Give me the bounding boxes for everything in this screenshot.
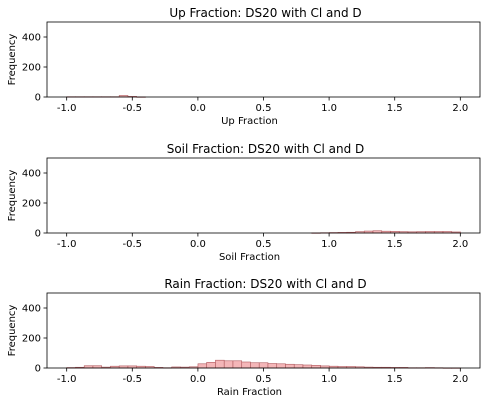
x-tick-label: 0.0 bbox=[190, 239, 206, 250]
histogram-bar bbox=[258, 362, 269, 369]
chart-title: Up Fraction: DS20 with Cl and D bbox=[169, 6, 361, 20]
plot-frame bbox=[46, 292, 481, 369]
histogram-bar bbox=[223, 360, 234, 369]
x-tick-label: 0.5 bbox=[256, 374, 272, 385]
x-tick-label: 1.0 bbox=[321, 103, 337, 114]
histogram-bar bbox=[232, 360, 243, 369]
histogram-bar bbox=[276, 363, 286, 369]
y-tick-label: 200 bbox=[22, 199, 41, 210]
histogram-bar bbox=[267, 363, 278, 369]
x-tick-label: 1.0 bbox=[321, 239, 337, 250]
histogram-bar bbox=[197, 363, 208, 369]
y-tick-label: 400 bbox=[22, 33, 41, 44]
chart-title: Soil Fraction: DS20 with Cl and D bbox=[167, 142, 365, 156]
x-tick-label: 1.5 bbox=[387, 374, 403, 385]
x-tick-label: -0.5 bbox=[123, 239, 143, 250]
x-axis-label: Up Fraction bbox=[221, 116, 278, 127]
y-tick-label: 200 bbox=[22, 63, 41, 74]
histogram-panel-3: -1.0 -0.5 0.0 0.5 1.0 1.5 2.0 0 200 400 Rain Fract… bbox=[7, 277, 481, 398]
chart-title: Rain Fraction: DS20 with Cl and D bbox=[164, 277, 366, 291]
x-tick-label: -0.5 bbox=[123, 374, 143, 385]
x-tick-label: -1.0 bbox=[57, 239, 77, 250]
histogram-bar bbox=[311, 364, 321, 369]
histogram-bar bbox=[250, 362, 260, 369]
histogram-panel-1: -1.0 -0.5 0.0 0.5 1.0 1.5 2.0 0 200 400 Up Fractio… bbox=[7, 6, 481, 127]
x-tick-label: -0.5 bbox=[123, 103, 143, 114]
y-axis-label: Frequency bbox=[7, 34, 18, 86]
x-tick-label: 1.5 bbox=[387, 103, 403, 114]
x-tick-label: -1.0 bbox=[57, 374, 77, 385]
histogram-bar bbox=[285, 363, 295, 369]
x-tick-label: 0.0 bbox=[190, 103, 206, 114]
y-axis-label: Frequency bbox=[7, 170, 18, 222]
plot-frame bbox=[46, 21, 481, 98]
y-tick-label: 0 bbox=[35, 364, 41, 375]
plot-frame bbox=[46, 157, 481, 234]
x-axis-label: Soil Fraction bbox=[219, 252, 280, 263]
histogram-bar bbox=[241, 361, 251, 369]
histogram-bar bbox=[206, 361, 216, 369]
y-axis-label: Frequency bbox=[7, 305, 18, 357]
x-tick-label: -1.0 bbox=[57, 103, 77, 114]
x-tick-label: 2.0 bbox=[452, 103, 468, 114]
histogram-bar bbox=[302, 364, 313, 369]
x-tick-label: 1.0 bbox=[321, 374, 337, 385]
y-tick-label: 0 bbox=[35, 93, 41, 104]
histogram-panel-2: -1.0 -0.5 0.0 0.5 1.0 1.5 2.0 0 200 400 Soil Fract… bbox=[7, 142, 481, 263]
histogram-bar bbox=[293, 364, 304, 369]
y-tick-label: 400 bbox=[22, 169, 41, 180]
histogram-bar bbox=[215, 359, 225, 369]
x-axis-label: Rain Fraction bbox=[217, 387, 282, 398]
x-tick-label: 0.0 bbox=[190, 374, 206, 385]
x-tick-label: 1.5 bbox=[387, 239, 403, 250]
x-tick-label: 0.5 bbox=[256, 239, 272, 250]
y-tick-label: 200 bbox=[22, 334, 41, 345]
x-tick-label: 0.5 bbox=[256, 103, 272, 114]
x-tick-label: 2.0 bbox=[452, 374, 468, 385]
y-tick-label: 400 bbox=[22, 304, 41, 315]
x-tick-label: 2.0 bbox=[452, 239, 468, 250]
y-tick-label: 0 bbox=[35, 229, 41, 240]
